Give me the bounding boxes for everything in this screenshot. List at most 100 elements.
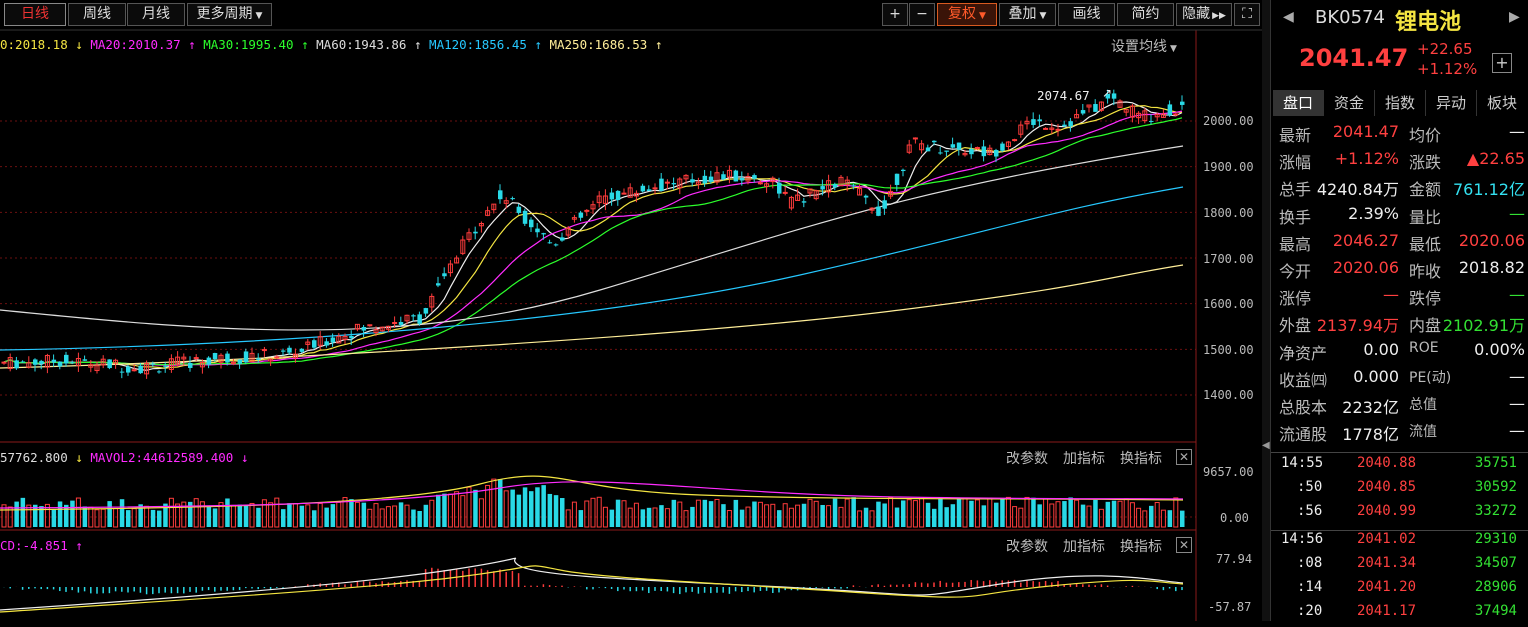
candle-body (906, 144, 912, 153)
tick-row: :14 2041.20 28906 (1271, 579, 1528, 603)
candle-body (659, 178, 664, 191)
candle-body (994, 150, 999, 157)
volume-bar (1000, 499, 1005, 527)
volume-bar (956, 498, 962, 527)
panel-splitter[interactable] (1262, 0, 1270, 621)
vol-add-indicator-button[interactable]: 加指标 (1063, 451, 1105, 467)
add-watchlist-icon[interactable]: + (1492, 53, 1512, 73)
tab-yidong[interactable]: 异动 (1426, 90, 1477, 116)
ma-settings-button[interactable]: 设置均线 ▼ (1111, 36, 1177, 56)
next-stock-icon[interactable]: ▶ (1509, 9, 1520, 25)
vol-change-params-button[interactable]: 改参数 (1006, 451, 1048, 467)
volume-bar (906, 499, 912, 528)
volume-bar (714, 498, 720, 528)
candle-body (373, 329, 379, 333)
volume-bar (70, 500, 75, 527)
candle-body (181, 356, 187, 360)
candle-body (596, 195, 602, 204)
volume-bar (876, 501, 881, 527)
candle-body (157, 371, 162, 373)
volume-bar (100, 508, 106, 528)
candle-body (745, 176, 751, 182)
volume-bar (237, 504, 243, 527)
hide-button[interactable]: 隐藏 ▶▶ (1176, 3, 1232, 26)
tick-row: 14:55 2040.88 35751 (1271, 455, 1528, 479)
candle-body (1160, 113, 1166, 118)
candle-body (677, 178, 683, 189)
draw-line-button[interactable]: 画线 (1058, 3, 1115, 26)
zoom-out-button[interactable]: − (909, 3, 935, 26)
stat-label: 总股本 (1279, 398, 1328, 417)
candle-body (888, 190, 894, 197)
macd-switch-indicator-button[interactable]: 换指标 (1120, 539, 1162, 555)
candle-body (354, 323, 360, 330)
volume-bar (218, 502, 224, 528)
zoom-in-button[interactable]: + (882, 3, 908, 26)
volume-bar (553, 495, 559, 527)
prev-stock-icon[interactable]: ◀ (1283, 9, 1294, 25)
candle-body (281, 350, 286, 352)
fuquan-dropdown[interactable]: 复权 ▼ (937, 3, 997, 26)
volume-bar (330, 504, 336, 527)
candle-body (44, 354, 50, 368)
candle-body (1149, 120, 1154, 122)
candle-body (882, 200, 887, 209)
simple-mode-button[interactable]: 简约 (1117, 3, 1174, 26)
vol-close-icon[interactable]: ✕ (1176, 449, 1192, 465)
volume-bar (256, 507, 261, 527)
divider (1271, 530, 1528, 531)
stat-value: 2137.94万 (1316, 316, 1399, 336)
kline-chart[interactable] (0, 0, 1262, 621)
candle-body (212, 353, 218, 360)
vol-switch-indicator-button[interactable]: 换指标 (1120, 451, 1162, 467)
candle-body (932, 140, 937, 143)
collapse-left-icon[interactable]: ◀ (1262, 440, 1270, 451)
volume-bar (801, 503, 807, 527)
volume-bar (659, 505, 664, 527)
candle-body (901, 169, 906, 172)
stat-value: 2020.06 (1458, 230, 1525, 250)
candle-body (1129, 105, 1135, 118)
tab-zhishu[interactable]: 指数 (1375, 90, 1426, 116)
candle-body (602, 195, 608, 204)
period-month-tab[interactable]: 月线 (127, 3, 185, 26)
candle-body (832, 184, 838, 188)
candle-body (925, 147, 931, 152)
volume-bar (473, 489, 478, 527)
tab-pankou[interactable]: 盘口 (1273, 90, 1324, 116)
tick-volume: 34507 (1474, 555, 1517, 571)
candle-body (94, 365, 100, 372)
macd-add-indicator-button[interactable]: 加指标 (1063, 539, 1105, 555)
volume-bar (609, 509, 615, 527)
stat-value: — (1509, 394, 1525, 413)
volume-bar (844, 498, 850, 528)
tab-zijin[interactable]: 资金 (1324, 90, 1375, 116)
volume-bar (912, 500, 918, 528)
volume-bar (529, 491, 534, 527)
candle-body (330, 337, 336, 343)
macd-close-icon[interactable]: ✕ (1176, 537, 1192, 553)
stat-label: 净资产 (1279, 343, 1328, 363)
stat-label: 最低 (1409, 234, 1442, 254)
candle-body (33, 359, 38, 365)
period-week-tab[interactable]: 周线 (68, 3, 126, 26)
candle-body (417, 314, 422, 324)
candle-body (1012, 139, 1018, 142)
stat-row: 总股本 2232亿 总值 — (1279, 394, 1525, 420)
overlay-dropdown[interactable]: 叠加 ▼ (999, 3, 1056, 26)
volume-bar (925, 502, 931, 527)
stat-label: 内盘 (1409, 316, 1442, 336)
macd-change-params-button[interactable]: 改参数 (1006, 539, 1048, 555)
volume-bar (739, 509, 745, 527)
stat-row: 流通股 1778亿 流值 — (1279, 421, 1525, 447)
volume-bar (938, 497, 943, 527)
period-day-tab[interactable]: 日线 (4, 3, 66, 26)
ma-legend: 0:2018.18 ↓ MA20:2010.37 ↑ MA30:1995.40 … (0, 37, 662, 52)
fullscreen-button[interactable]: ⛶ (1234, 3, 1260, 26)
tick-row: :20 2041.17 37494 (1271, 603, 1528, 627)
tab-bankuai[interactable]: 板块 (1486, 94, 1517, 112)
arrow-down-icon: ↓ (240, 450, 249, 465)
more-periods-dropdown[interactable]: 更多周期 ▼ (187, 3, 272, 26)
quote-panel: ◀ BK0574 锂电池 ▶ 2041.47 +22.65 +1.12% + 盘… (1270, 0, 1528, 621)
dropdown-arrow-icon: ▼ (979, 11, 986, 21)
